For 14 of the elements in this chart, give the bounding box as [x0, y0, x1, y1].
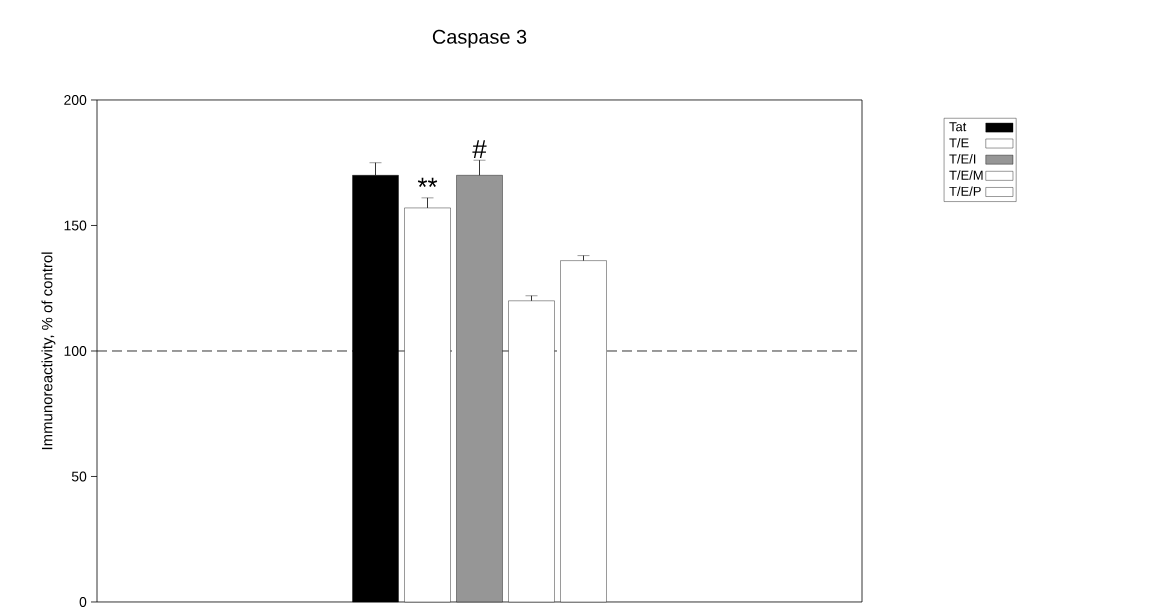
y-tick-label: 100: [64, 346, 87, 356]
legend-label: T/E: [949, 137, 969, 148]
chart-title: Caspase 3: [432, 29, 527, 48]
data-label: **: [417, 177, 438, 187]
y-axis-title: Immunoreactivity, % of control: [41, 252, 56, 450]
y-tick-label: 200: [64, 95, 87, 105]
y-tick-label: 150: [64, 220, 87, 231]
legend-label: T/E/M: [949, 170, 983, 180]
data-label: #: [472, 140, 487, 159]
legend-label: T/E/P: [949, 186, 981, 196]
y-tick-label: 50: [71, 471, 87, 482]
y-tick-label: 0: [79, 597, 87, 607]
legend-label: Tat: [949, 122, 967, 132]
legend-label: T/E/I: [949, 154, 976, 164]
